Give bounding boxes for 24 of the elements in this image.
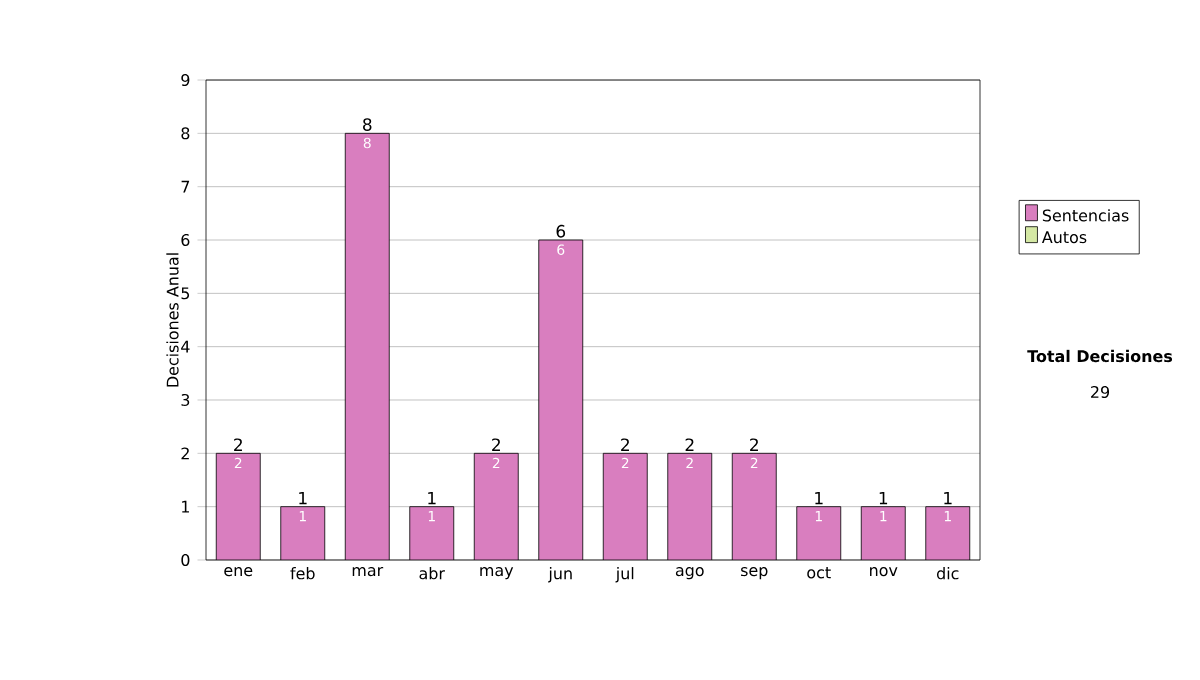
total-label: 1 <box>428 491 436 505</box>
total-label: 1 <box>944 491 952 505</box>
total-label: 1 <box>815 491 823 505</box>
bar <box>216 453 261 560</box>
total-label: 6 <box>556 224 566 238</box>
bar <box>861 506 906 560</box>
total-label: 8 <box>363 118 372 131</box>
bar <box>538 240 583 560</box>
bar <box>667 453 712 560</box>
bar <box>409 506 454 560</box>
bar <box>732 453 777 560</box>
total-label: 2 <box>685 438 694 451</box>
bar <box>603 453 648 560</box>
bar <box>474 453 519 560</box>
total-label: 2 <box>234 438 242 451</box>
bar <box>796 506 841 560</box>
bar <box>280 506 325 560</box>
total-label: 1 <box>879 491 888 505</box>
total-label: 2 <box>621 438 629 451</box>
total-label: 1 <box>299 491 307 505</box>
total-label: 2 <box>492 438 500 451</box>
total-label: 2 <box>750 438 758 451</box>
bar <box>345 133 390 560</box>
bar <box>925 506 971 560</box>
